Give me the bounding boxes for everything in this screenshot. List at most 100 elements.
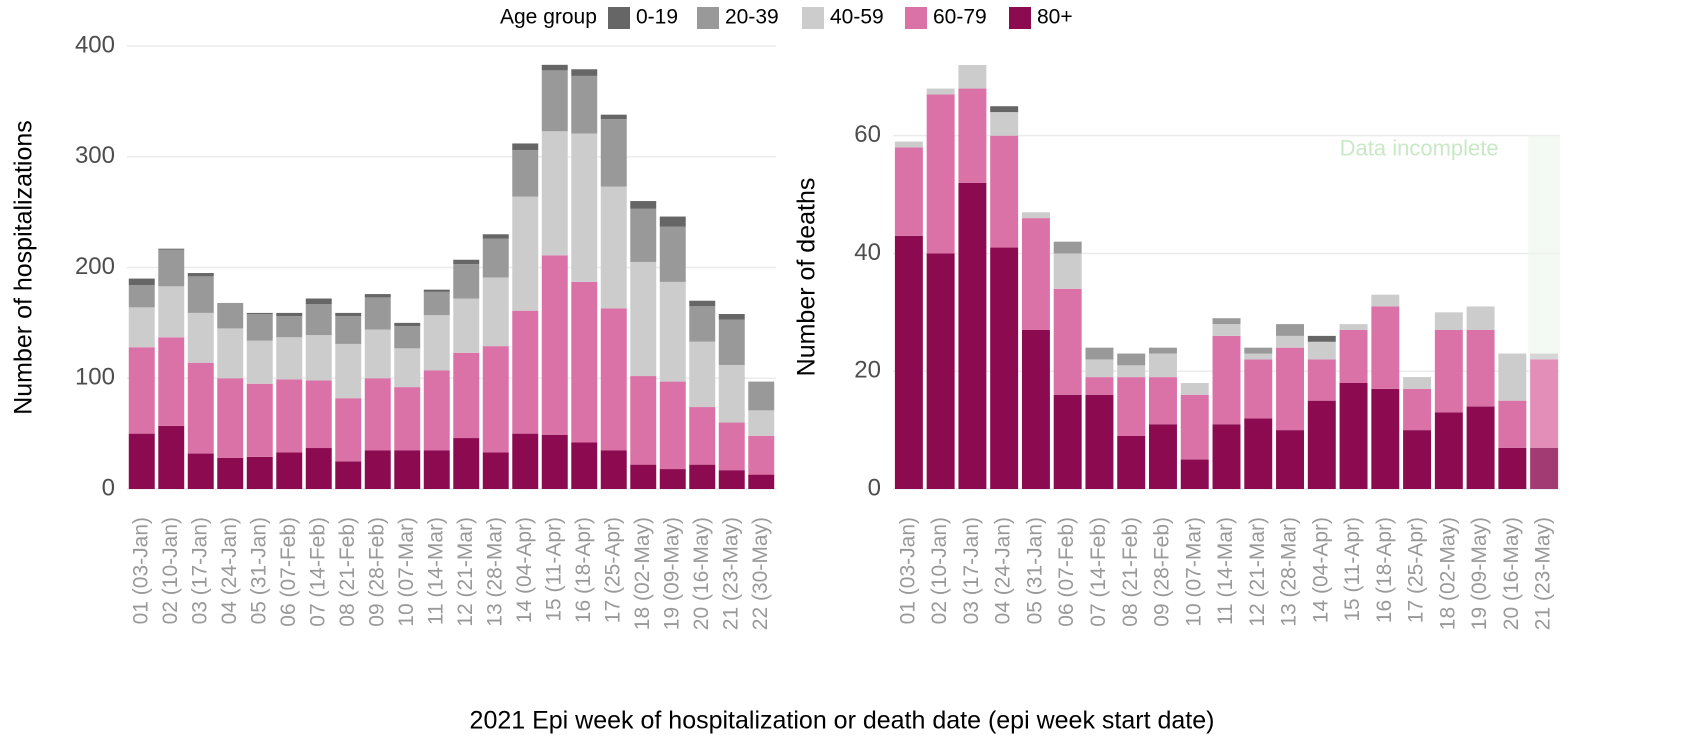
bar-segment <box>571 69 598 76</box>
x-tick-label: 07 (14-Feb) <box>1087 517 1110 627</box>
y-tick-label: 0 <box>868 474 881 501</box>
bar-segment <box>659 469 686 489</box>
bar-segment <box>1085 377 1114 395</box>
bar-segment <box>571 281 598 443</box>
bar-segment <box>187 453 214 489</box>
y-axis-title: Number of deaths <box>793 178 821 377</box>
x-tick-label: 14 (04-Apr) <box>513 517 536 623</box>
bar-segment <box>894 147 923 236</box>
bar-segment <box>1498 353 1527 401</box>
bar-segment <box>246 383 273 457</box>
bar-segment <box>630 376 657 465</box>
bar-segment <box>718 422 745 471</box>
x-tick-label: 15 (11-Apr) <box>542 517 565 622</box>
y-tick-label: 0 <box>102 474 115 501</box>
bar-segment <box>1212 318 1241 325</box>
legend-label: 60-79 <box>933 6 987 29</box>
bar-segment <box>1053 253 1082 289</box>
bar-segment <box>453 298 480 353</box>
bar-segment <box>158 249 185 287</box>
bar-segment <box>571 133 598 282</box>
bar-segment <box>1276 347 1304 431</box>
x-tick-label: 12 (21-Mar) <box>1246 517 1269 627</box>
x-tick-label: 01 (03-Jan) <box>896 517 919 624</box>
bar-segment <box>958 65 987 89</box>
bar-segment <box>394 387 421 451</box>
legend-swatch <box>608 7 630 29</box>
bar-segment <box>453 352 480 439</box>
x-tick-label: 15 (11-Apr) <box>1341 517 1364 622</box>
bar-segment <box>276 312 303 317</box>
bar-segment <box>689 464 716 489</box>
bar-segment <box>305 335 332 381</box>
bar-segment <box>1403 388 1432 431</box>
bar-segment <box>276 337 303 380</box>
bar-segment <box>1498 447 1527 489</box>
y-tick-label: 60 <box>854 121 881 148</box>
x-tick-label: 13 (28-Mar) <box>483 517 506 627</box>
bar-segment <box>453 259 480 265</box>
bar-segment <box>571 442 598 489</box>
bar-segment <box>1244 353 1273 360</box>
bar-segment <box>1244 418 1273 489</box>
bar-segment <box>1339 383 1368 489</box>
x-tick-label: 08 (21-Feb) <box>336 517 359 627</box>
incomplete-overlay <box>1528 65 1560 489</box>
x-tick-label: 11 (14-Mar) <box>424 517 447 625</box>
x-tick-label: 18 (02-May) <box>631 517 654 630</box>
x-tick-label: 17 (25-Apr) <box>1405 517 1428 623</box>
bar-segment <box>926 94 955 254</box>
bar-segment <box>482 452 509 489</box>
x-tick-label: 06 (07-Feb) <box>277 517 300 627</box>
x-tick-label: 09 (28-Feb) <box>1151 517 1174 627</box>
bar-segment <box>1371 294 1400 307</box>
bar-segment <box>1276 335 1304 348</box>
bar-segment <box>600 450 627 489</box>
bar-segment <box>1434 412 1463 489</box>
bar-segment <box>364 378 391 451</box>
bar-segment <box>1403 377 1432 389</box>
bar-segment <box>217 378 244 458</box>
bar-segment <box>128 347 155 434</box>
bar-segment <box>600 119 627 187</box>
bar-segment <box>600 114 627 120</box>
bar-segment <box>364 294 391 298</box>
annotation: Data incomplete <box>1340 135 1499 160</box>
x-tick-label: 03 (17-Jan) <box>188 517 211 624</box>
bar-segment <box>423 370 450 451</box>
bar-segment <box>1212 335 1241 425</box>
x-tick-label: 11 (14-Mar) <box>1214 517 1237 625</box>
bar-segment <box>541 255 568 435</box>
y-tick-label: 20 <box>854 357 881 384</box>
bar-segment <box>990 112 1019 136</box>
bar-segment <box>512 433 539 489</box>
bar-segment <box>659 281 686 382</box>
bar-segment <box>128 278 155 286</box>
x-tick-label: 14 (04-Apr) <box>1309 517 1332 623</box>
bar-segment <box>276 379 303 453</box>
bar-segment <box>512 196 539 311</box>
bar-segment <box>1276 430 1304 489</box>
x-tick-label: 04 (24-Jan) <box>992 517 1015 624</box>
bar-segment <box>748 474 775 489</box>
bar-segment <box>1530 447 1559 489</box>
bar-segment <box>1498 400 1527 448</box>
x-tick-label: 21 (23-May) <box>719 517 742 630</box>
bar-segment <box>276 316 303 338</box>
bar-segment <box>926 253 955 489</box>
bar-segment <box>1180 383 1209 395</box>
bar-segment <box>1307 341 1336 360</box>
y-tick-label: 300 <box>75 142 115 169</box>
bar-segment <box>894 141 923 148</box>
bar-segment <box>571 75 598 134</box>
x-tick-label: 07 (14-Feb) <box>306 517 329 627</box>
bar-segment <box>1307 335 1336 342</box>
bar-segment <box>1466 306 1495 330</box>
legend-swatch <box>802 7 824 29</box>
bar-segment <box>1117 377 1146 436</box>
bar-segment <box>600 186 627 309</box>
x-tick-label: 10 (07-Mar) <box>395 517 418 627</box>
bar-segment <box>364 450 391 489</box>
bar-segment <box>128 307 155 348</box>
bar-segment <box>1117 353 1146 366</box>
